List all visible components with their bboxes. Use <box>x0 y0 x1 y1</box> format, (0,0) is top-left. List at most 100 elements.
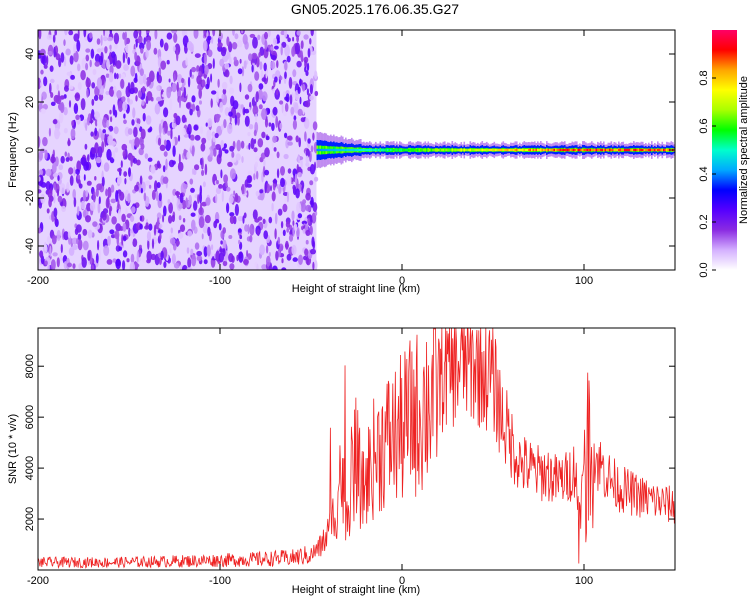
noise-blob <box>227 123 233 135</box>
noise-blob <box>107 36 113 42</box>
signal-core <box>507 148 509 152</box>
noise-blob <box>272 179 278 184</box>
noise-blob <box>296 163 299 174</box>
signal-core <box>484 148 487 152</box>
noise-blob <box>58 164 64 171</box>
signal-core <box>550 148 553 152</box>
noise-blob <box>80 98 86 111</box>
noise-blob <box>76 224 82 233</box>
signal-core <box>403 148 406 152</box>
noise-blob <box>76 39 81 52</box>
noise-blob <box>127 193 131 204</box>
noise-blob <box>118 226 124 231</box>
signal-core <box>499 148 502 152</box>
signal-core <box>639 148 641 152</box>
noise-blob <box>115 190 119 202</box>
noise-blob <box>220 240 223 245</box>
noise-blob <box>224 69 230 78</box>
noise-blob <box>211 244 214 251</box>
signal-core <box>378 148 380 152</box>
noise-blob <box>54 127 60 140</box>
noise-blob <box>189 69 192 78</box>
noise-blob <box>164 123 168 134</box>
noise-blob <box>42 53 47 66</box>
noise-blob <box>111 216 117 225</box>
noise-blob <box>143 73 147 85</box>
noise-blob <box>196 65 200 73</box>
noise-blob <box>150 96 154 102</box>
noise-blob <box>133 30 139 39</box>
noise-blob <box>65 157 70 162</box>
noise-blob <box>229 145 235 152</box>
noise-blob <box>85 54 90 62</box>
noise-blob <box>122 250 128 258</box>
noise-blob <box>156 96 162 102</box>
noise-blob <box>117 100 124 113</box>
noise-blob <box>205 197 211 206</box>
signal-core <box>468 148 470 152</box>
noise-blob <box>85 189 89 198</box>
signal-core <box>583 148 586 152</box>
noise-blob <box>171 30 178 34</box>
noise-blob <box>238 239 241 245</box>
noise-blob <box>243 108 250 114</box>
signal-core <box>601 148 604 152</box>
noise-blob <box>234 114 238 126</box>
noise-blob <box>110 184 115 193</box>
noise-blob <box>281 258 284 264</box>
noise-blob <box>210 73 213 83</box>
noise-blob <box>179 224 186 232</box>
noise-blob <box>278 243 284 252</box>
signal-core <box>568 148 571 152</box>
noise-blob <box>193 169 197 176</box>
noise-blob <box>279 76 283 81</box>
x-tick-label: -200 <box>27 275 49 287</box>
noise-blob <box>284 71 287 79</box>
colorbar: 0.0 0.2 0.4 0.6 0.8 Normalized spectral ampl… <box>698 30 750 278</box>
signal-core <box>616 148 619 152</box>
signal-core <box>343 148 346 152</box>
signal-core <box>594 148 596 152</box>
signal-core <box>469 148 472 152</box>
noise-blob <box>275 250 279 261</box>
signal-core <box>640 148 643 152</box>
noise-blob <box>276 168 280 179</box>
noise-blob <box>306 62 310 71</box>
noise-blob <box>110 198 117 204</box>
signal-core <box>394 148 397 152</box>
noise-blob <box>309 38 312 45</box>
signal-core <box>513 148 515 152</box>
noise-blob <box>182 218 186 223</box>
noise-blob <box>191 254 197 267</box>
noise-blob <box>94 61 100 67</box>
noise-blob <box>237 215 244 222</box>
noise-blob <box>134 72 138 82</box>
noise-blob <box>125 85 131 98</box>
noise-blob <box>57 175 60 182</box>
noise-blob <box>294 223 298 232</box>
noise-blob <box>274 45 279 50</box>
noise-blob <box>218 252 224 263</box>
noise-blob <box>187 76 191 88</box>
y-tick-label: 2000 <box>24 507 36 531</box>
signal-core <box>496 148 499 152</box>
signal-core <box>439 148 442 152</box>
noise-blob <box>145 49 149 58</box>
noise-blob <box>131 232 133 243</box>
noise-blob <box>106 259 113 265</box>
signal-core <box>529 148 532 152</box>
noise-blob <box>286 253 292 261</box>
noise-blob <box>277 236 281 245</box>
signal-core <box>652 148 655 152</box>
signal-core <box>628 148 631 152</box>
noise-blob <box>166 59 170 65</box>
noise-blob <box>310 30 314 37</box>
noise-blob <box>154 103 161 115</box>
noise-blob <box>136 118 141 125</box>
noise-blob <box>171 82 177 93</box>
noise-blob <box>45 55 49 66</box>
colorbar-label: Normalized spectral amplitude <box>738 76 750 224</box>
noise-blob <box>171 214 175 223</box>
noise-blob <box>263 158 266 168</box>
noise-blob <box>201 79 206 88</box>
